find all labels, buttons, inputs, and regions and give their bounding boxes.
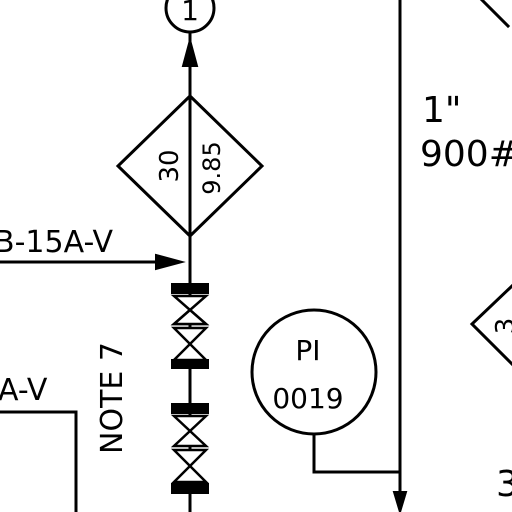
- instrument-connection-line: [312, 432, 402, 474]
- diamond-left-text: 30: [155, 149, 185, 182]
- instrument-tag: PI: [295, 334, 320, 367]
- diamond-right-text: 9.85: [198, 141, 226, 194]
- instrument-bubble: PI 0019: [250, 308, 378, 436]
- flow-arrow-down: [392, 491, 408, 512]
- right-diamond-fragment: [469, 283, 512, 367]
- lower-box-outline: [0, 410, 78, 512]
- right-diamond-fragment-text: 3: [491, 318, 512, 335]
- instrument-number: 0019: [272, 382, 343, 415]
- top-symbol-label: 1: [181, 0, 199, 27]
- note-text: NOTE 7: [95, 342, 130, 454]
- incoming-arrow: [155, 253, 186, 271]
- line-label-lower: A-V: [0, 373, 48, 408]
- flow-arrow-up: [181, 36, 199, 67]
- top-symbol: 1: [164, 0, 216, 34]
- valve-1: [170, 283, 210, 369]
- top-right-fragment: [479, 0, 511, 29]
- valve-2: [170, 403, 210, 494]
- pipe-size: 1": [422, 90, 461, 131]
- bottom-right-text: 3: [496, 464, 512, 505]
- pipe-rating: 900#: [420, 134, 512, 175]
- diamond-tag: 30 9.85: [115, 93, 265, 239]
- line-label-upper: B-15A-V: [0, 225, 114, 260]
